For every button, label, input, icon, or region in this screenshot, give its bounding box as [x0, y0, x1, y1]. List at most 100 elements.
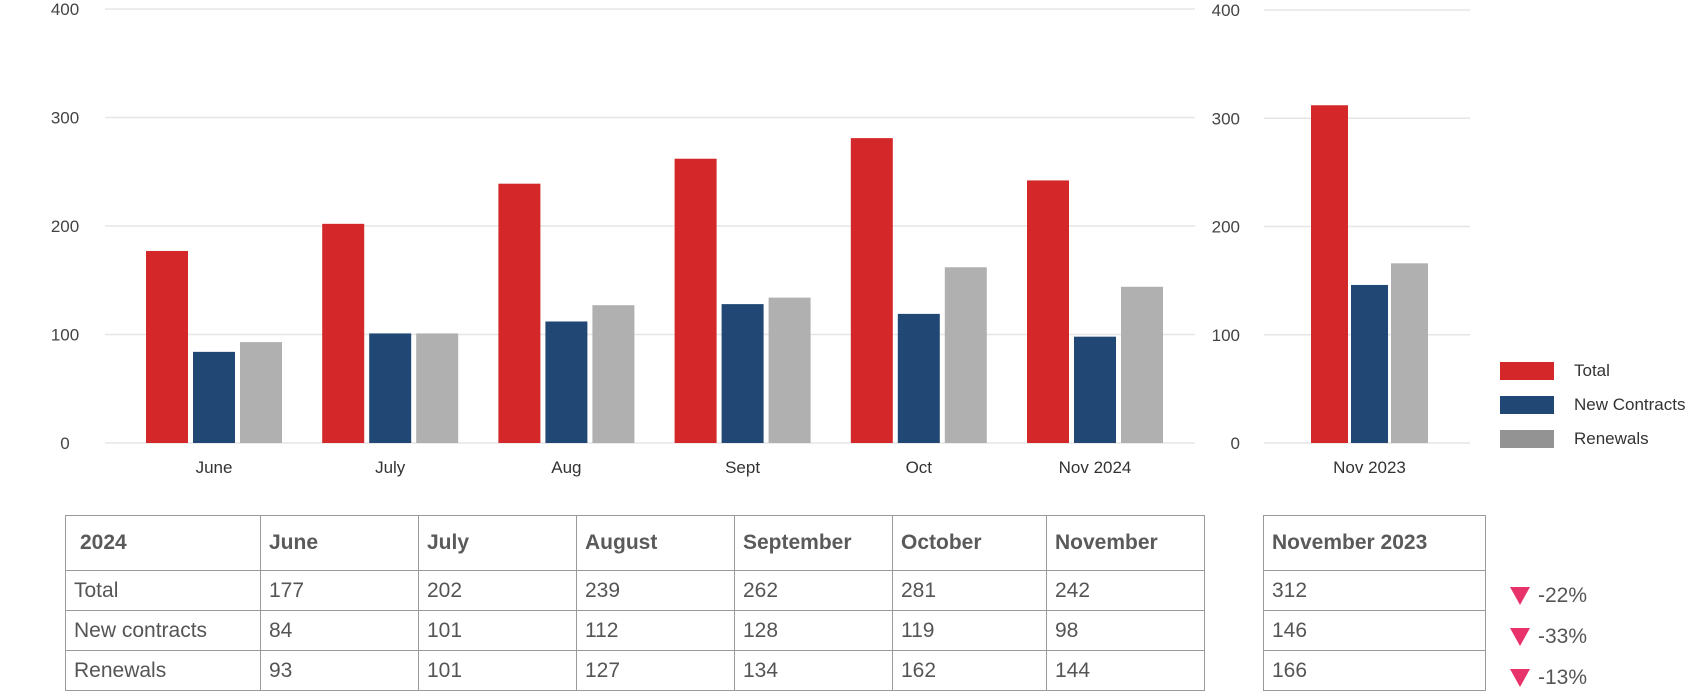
- table-header-row: 2024 June July August September October …: [65, 515, 1205, 571]
- table-cell: 93: [260, 650, 419, 691]
- bar-renewals-5: [1121, 286, 1163, 443]
- table-cell: 239: [576, 570, 735, 611]
- table-cell: 281: [892, 570, 1047, 611]
- legend-label-renewals: Renewals: [1574, 429, 1649, 448]
- comparison-data-table: November 2023 312 146 166: [1263, 515, 1486, 691]
- y-tick-label: 100: [1212, 326, 1240, 345]
- table-cell: 134: [734, 650, 893, 691]
- table-cell: 101: [418, 610, 577, 651]
- bar-new-contracts-2: [545, 321, 588, 443]
- table-cell: 162: [892, 650, 1047, 691]
- table-row: New contracts 84 101 112 128 119 98: [65, 610, 1205, 651]
- bar-renewals-3: [768, 297, 811, 443]
- table-cell: 146: [1263, 610, 1486, 651]
- row-label-renewals: Renewals: [65, 650, 261, 691]
- header-year: 2024: [65, 515, 261, 571]
- monthly-bar-chart: 0 100 200 300 400 June July Aug Sept Oct Nov 2024: [51, 0, 1195, 477]
- bar-renewals-1: [416, 333, 459, 443]
- table-cell: 84: [260, 610, 419, 651]
- table-cell: 101: [418, 650, 577, 691]
- legend-swatch-total: [1500, 362, 1554, 380]
- bar-total-0: [146, 250, 188, 443]
- header-november: November: [1046, 515, 1205, 571]
- table-cell: 144: [1046, 650, 1205, 691]
- legend-swatch-new-contracts: [1500, 396, 1554, 414]
- legend-item-new-contracts: New Contracts: [1500, 388, 1685, 422]
- table-cell: 119: [892, 610, 1047, 651]
- bar-total-1: [322, 223, 365, 443]
- bar-total-3: [674, 158, 717, 444]
- bar-new-contracts-5: [1074, 336, 1116, 443]
- change-item-total: -22%: [1510, 575, 1587, 616]
- bar-new-contracts-3: [721, 304, 764, 443]
- bar-renewals-0: [240, 342, 282, 443]
- bar-new-contracts-1: [369, 333, 412, 443]
- header-august: August: [576, 515, 735, 571]
- legend-label-total: Total: [1574, 361, 1610, 380]
- legend-item-renewals: Renewals: [1500, 422, 1685, 456]
- x-category-label: June: [196, 458, 233, 477]
- y-tick-label: 400: [51, 0, 79, 19]
- table-row: Total 177 202 239 262 281 242: [65, 570, 1205, 611]
- table-cell: 128: [734, 610, 893, 651]
- table-cell: 242: [1046, 570, 1205, 611]
- table-cell: 312: [1263, 570, 1486, 611]
- x-category-label: Aug: [551, 458, 581, 477]
- down-triangle-icon: [1510, 586, 1530, 605]
- row-label-total: Total: [65, 570, 261, 611]
- change-value: -22%: [1538, 583, 1588, 607]
- bar-new-contracts-4: [897, 313, 940, 443]
- bar-total-5: [1027, 180, 1069, 443]
- bar-new-contracts-0: [1351, 284, 1388, 443]
- table-cell: 166: [1263, 650, 1486, 691]
- down-triangle-icon: [1510, 668, 1530, 687]
- change-item-renewals: -13%: [1510, 657, 1587, 698]
- table-cell: 202: [418, 570, 577, 611]
- bar-renewals-0: [1391, 263, 1428, 443]
- change-value: -13%: [1538, 665, 1588, 689]
- bar-total-4: [850, 138, 893, 444]
- change-item-new-contracts: -33%: [1510, 616, 1587, 657]
- table-cell: 112: [576, 610, 735, 651]
- x-category-label: Sept: [725, 458, 760, 477]
- y-tick-label: 0: [1231, 434, 1240, 453]
- table-row: Renewals 93 101 127 134 162 144: [65, 650, 1205, 691]
- header-september: September: [734, 515, 893, 571]
- down-triangle-icon: [1510, 627, 1530, 646]
- change-indicators: -22% -33% -13%: [1510, 575, 1587, 698]
- table-cell: 177: [260, 570, 419, 611]
- header-june: June: [260, 515, 419, 571]
- legend-swatch-renewals: [1500, 430, 1554, 448]
- y-tick-label: 300: [1212, 109, 1240, 128]
- table-row: 146: [1263, 610, 1486, 651]
- table-cell: 262: [734, 570, 893, 611]
- legend-label-new-contracts: New Contracts: [1574, 395, 1686, 414]
- x-category-label: July: [375, 458, 406, 477]
- x-category-label: Nov 2024: [1059, 458, 1132, 477]
- bar-renewals-2: [592, 305, 635, 443]
- bar-total-0: [1311, 105, 1348, 443]
- bar-renewals-4: [944, 267, 987, 443]
- y-tick-label: 200: [1212, 218, 1240, 237]
- x-category-label: Nov 2023: [1333, 458, 1406, 477]
- comparison-bar-chart: 0 100 200 300 400 Nov 2023: [1212, 1, 1470, 477]
- table-cell: 98: [1046, 610, 1205, 651]
- header-november-2023: November 2023: [1263, 515, 1486, 571]
- y-tick-label: 300: [51, 109, 79, 128]
- monthly-data-table: 2024 June July August September October …: [65, 515, 1205, 691]
- x-category-label: Oct: [906, 458, 933, 477]
- y-tick-label: 200: [51, 217, 79, 236]
- y-tick-label: 100: [51, 326, 79, 345]
- legend-item-total: Total: [1500, 354, 1685, 388]
- table-row: 166: [1263, 650, 1486, 691]
- bar-new-contracts-0: [193, 351, 235, 443]
- y-tick-label: 0: [60, 434, 69, 453]
- y-tick-label: 400: [1212, 1, 1240, 20]
- header-october: October: [892, 515, 1047, 571]
- table-row: 312: [1263, 570, 1486, 611]
- header-july: July: [418, 515, 577, 571]
- table-header-row: November 2023: [1263, 515, 1486, 571]
- bar-total-2: [498, 183, 541, 443]
- change-value: -33%: [1538, 624, 1588, 648]
- table-cell: 127: [576, 650, 735, 691]
